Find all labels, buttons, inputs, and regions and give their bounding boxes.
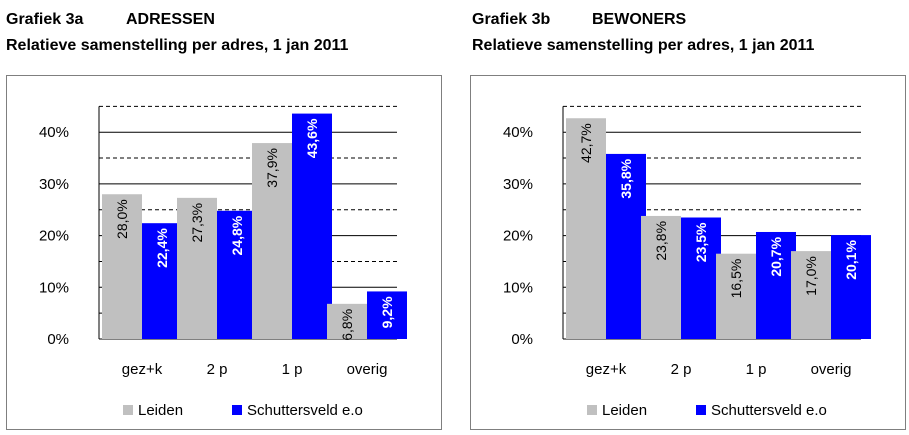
chart-3b-legend-swatch-schuttersveld — [696, 405, 706, 415]
chart-3b-legend-swatch-leiden — [587, 405, 597, 415]
chart-3b-data-label: 35,8% — [618, 158, 634, 198]
chart-3a-subtitle: Relatieve samenstelling per adres, 1 jan… — [6, 37, 349, 54]
chart-3a-y-tick-label: 30% — [39, 176, 69, 193]
chart-3b-data-label: 16,5% — [728, 259, 744, 299]
chart-3a-bar-leiden — [327, 303, 367, 339]
chart-3b-y-tick-label: 10% — [503, 279, 533, 296]
chart-3b-bar-schuttersveld — [831, 235, 871, 339]
chart-3a-y-tick-label: 10% — [39, 279, 69, 296]
chart-3a-data-label: 9,2% — [379, 296, 395, 328]
chart-3a-x-tick-label: 2 p — [207, 361, 228, 378]
chart-3b-y-tick-label: 30% — [503, 176, 533, 193]
chart-3b-x-tick-label: overig — [811, 361, 852, 378]
chart-3a-bar-leiden — [177, 197, 217, 339]
chart-3b-bar-leiden — [716, 253, 756, 339]
chart-3b-legend-label-leiden: Leiden — [602, 402, 647, 419]
chart-3a-bar-leiden — [252, 143, 292, 339]
chart-3a-y-tick-label: 0% — [47, 331, 69, 348]
chart-3b-bar-leiden — [641, 215, 681, 339]
chart-3a-data-label: 28,0% — [114, 199, 130, 239]
chart-3b-bar-schuttersveld — [606, 153, 646, 339]
chart-3a-bar-schuttersveld — [142, 223, 182, 339]
chart-3a-data-label: 27,3% — [189, 203, 205, 243]
chart-3a-x-tick-label: gez+k — [122, 361, 163, 378]
chart-3a-legend-swatch-schuttersveld — [232, 405, 242, 415]
chart-3b-y-tick-label: 40% — [503, 124, 533, 141]
chart-3b-bar-schuttersveld — [756, 231, 796, 339]
chart-3b-x-tick-label: 2 p — [671, 361, 692, 378]
chart-3b-data-label: 20,7% — [768, 236, 784, 276]
chart-3b-bar-schuttersveld — [681, 217, 721, 339]
chart-3a-heading: Grafiek 3a ADRESSEN — [6, 10, 215, 30]
chart-3a-bar-schuttersveld — [217, 210, 257, 339]
chart-3a-bar-schuttersveld — [367, 291, 407, 339]
chart-3b-data-label: 23,8% — [653, 221, 669, 261]
chart-3b-data-label: 20,1% — [843, 240, 859, 280]
chart-3b-number: Grafiek 3b — [472, 11, 551, 28]
chart-3b-subtitle: Relatieve samenstelling per adres, 1 jan… — [472, 37, 815, 54]
chart-3a-legend-label-leiden: Leiden — [138, 402, 183, 419]
chart-3a-x-tick-label: overig — [347, 361, 388, 378]
chart-3b-bar-leiden — [791, 251, 831, 339]
chart-3a-bar-leiden — [102, 194, 142, 339]
chart-3b-plot: 0% 10% 20% 30% 40% 42,7% 35,8% gez+k 23,8% 23,5% 2… — [503, 105, 871, 419]
chart-3b-bar-leiden — [566, 118, 606, 339]
chart-3a-x-tick-label: 1 p — [282, 361, 303, 378]
chart-3a-data-label: 22,4% — [154, 228, 170, 268]
chart-3a-legend-swatch-leiden — [123, 405, 133, 415]
chart-3b-data-label: 17,0% — [803, 256, 819, 296]
chart-3a-y-tick-label: 20% — [39, 228, 69, 245]
chart-3a-y-tick-label: 40% — [39, 124, 69, 141]
chart-3a-data-label: 43,6% — [304, 118, 320, 158]
chart-3b-x-tick-label: 1 p — [746, 361, 767, 378]
chart-3b-x-tick-label: gez+k — [586, 361, 627, 378]
chart-3a-data-label: 37,9% — [264, 148, 280, 188]
chart-3a-name: ADRESSEN — [126, 11, 215, 28]
chart-3b-data-label: 42,7% — [578, 123, 594, 163]
chart-3a-data-label: 6,8% — [339, 309, 355, 341]
chart-3b-legend-label-schuttersveld: Schuttersveld e.o — [711, 402, 827, 419]
chart-3b-panel: 0% 10% 20% 30% 40% 42,7% 35,8% gez+k 23,8% 23,5% 2… — [470, 75, 906, 430]
chart-3b-y-tick-label: 0% — [511, 331, 533, 348]
chart-3a-number: Grafiek 3a — [6, 11, 84, 28]
chart-3a-data-label: 24,8% — [229, 215, 245, 255]
chart-3b-heading: Grafiek 3b BEWONERS — [472, 10, 686, 30]
chart-3a-bar-schuttersveld — [292, 113, 332, 339]
chart-3b-data-label: 23,5% — [693, 222, 709, 262]
chart-3a-plot: 0% 10% 20% 30% 40% 28,0% 22,4% gez+k 27,3% 24,8% 2… — [39, 105, 407, 419]
chart-3a-legend-label-schuttersveld: Schuttersveld e.o — [247, 402, 363, 419]
chart-3a-panel: 0% 10% 20% 30% 40% 28,0% 22,4% gez+k 27,3% 24,8% 2… — [6, 75, 442, 430]
chart-3b-y-tick-label: 20% — [503, 228, 533, 245]
chart-3b-name: BEWONERS — [592, 11, 687, 28]
